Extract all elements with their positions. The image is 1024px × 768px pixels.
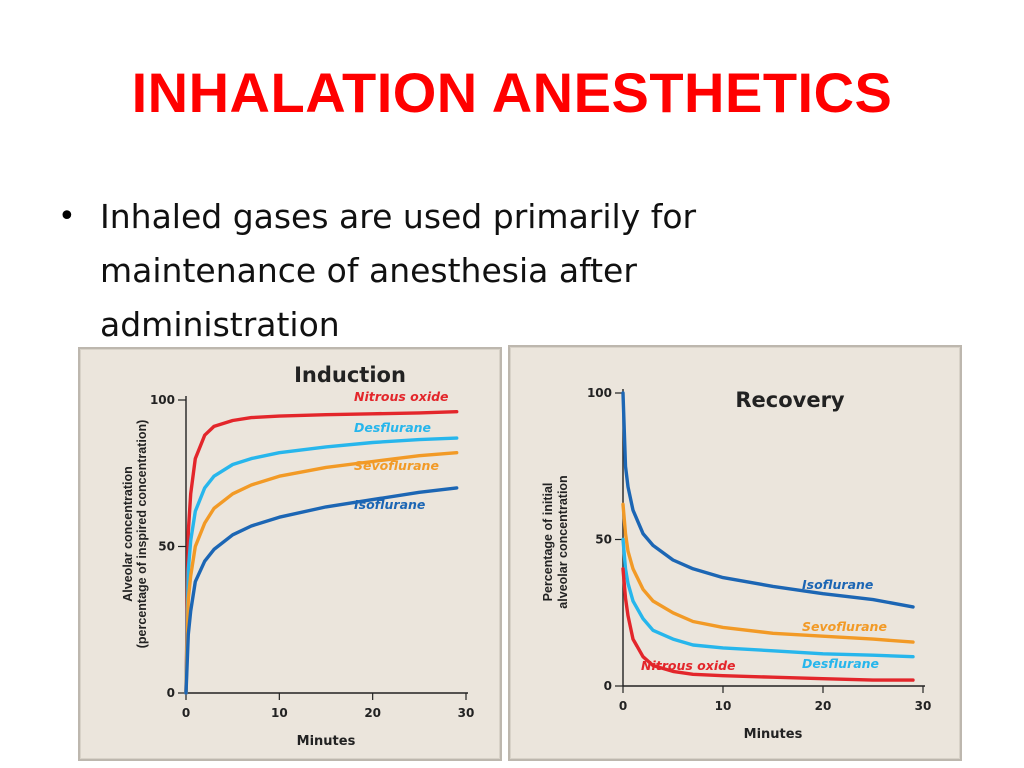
- y-tick-label: 100: [150, 393, 175, 407]
- series-label: Desflurane: [802, 656, 879, 671]
- y-axis-label: (percentage of inspired concentration): [135, 420, 149, 649]
- y-tick-label: 100: [587, 386, 612, 400]
- x-tick-label: 0: [619, 699, 627, 713]
- bullet-text: Inhaled gases are used primarily for mai…: [100, 197, 697, 344]
- y-tick-label: 50: [158, 540, 175, 554]
- series-line-desflurane: [184, 436, 459, 695]
- x-tick-label: 10: [271, 706, 288, 720]
- x-tick-label: 30: [458, 706, 475, 720]
- series-label: Desflurane: [354, 420, 431, 435]
- series-label: Sevoflurane: [354, 458, 439, 473]
- x-tick-label: 0: [182, 706, 190, 720]
- x-tick-label: 20: [815, 699, 832, 713]
- series-line-nitrous-oxide: [621, 567, 915, 682]
- series-label: Nitrous oxide: [354, 389, 449, 404]
- x-axis-label: Minutes: [297, 734, 356, 749]
- series-label: Sevoflurane: [802, 619, 887, 634]
- recovery-chart: Recovery 0 50 100 0 10 20 30 Minutes Percentage o…: [541, 386, 932, 742]
- x-tick-label: 10: [715, 699, 732, 713]
- series-line-sevoflurane: [621, 502, 915, 644]
- chart-title: Recovery: [735, 388, 845, 412]
- x-tick-label: 20: [364, 706, 381, 720]
- series-line-desflurane: [621, 537, 915, 659]
- series-line-isoflurane: [184, 486, 459, 695]
- y-tick-label: 0: [604, 679, 612, 693]
- induction-chart: Induction 0 50 100 0 10 20 30 Minutes Alveolar co…: [121, 363, 475, 749]
- series-label: Isoflurane: [354, 497, 425, 512]
- series-label: Isoflurane: [802, 577, 873, 592]
- recovery-chart-panel: Recovery 0 50 100 0 10 20 30 Minutes Percentage o…: [508, 345, 962, 761]
- series-line-isoflurane: [621, 391, 915, 609]
- chart-title: Induction: [294, 363, 406, 387]
- series-label: Nitrous oxide: [641, 658, 736, 673]
- y-axis-label: Alveolar concentration: [121, 466, 135, 601]
- bullet-dot-icon: •: [58, 199, 76, 234]
- y-tick-label: 0: [167, 686, 175, 700]
- series-line-nitrous-oxide: [184, 410, 459, 695]
- y-axis-label: Percentage of initial: [541, 483, 555, 602]
- page-title: INHALATION ANESTHETICS: [131, 61, 893, 124]
- series-line-sevoflurane: [184, 451, 459, 695]
- y-tick-label: 50: [595, 533, 612, 547]
- y-axis-label: alveolar concentration: [556, 475, 570, 608]
- x-axis-label: Minutes: [744, 727, 803, 742]
- induction-chart-panel: Induction 0 50 100 0 10 20 30 Minutes Alveolar co…: [78, 347, 502, 761]
- x-tick-label: 30: [915, 699, 932, 713]
